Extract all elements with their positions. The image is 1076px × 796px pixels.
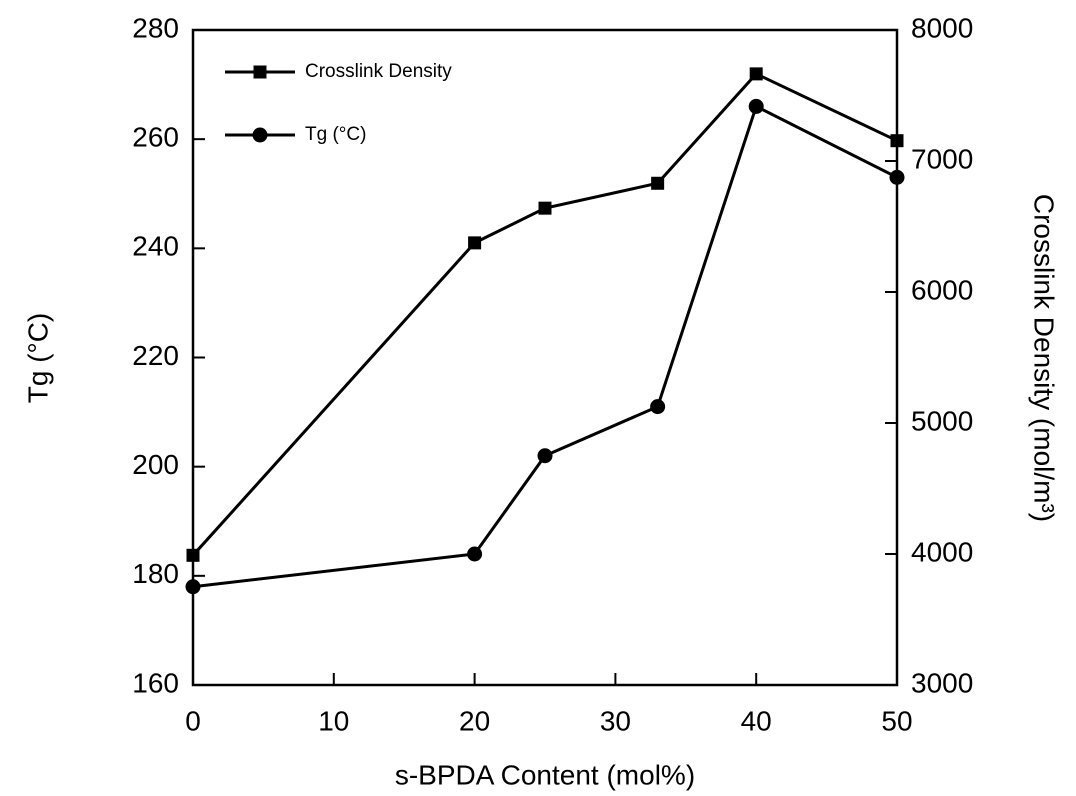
y2-tick-label: 8000 — [911, 12, 973, 43]
legend-marker — [252, 127, 268, 143]
legend-marker — [253, 65, 267, 79]
y-tick-label: 220 — [132, 340, 179, 371]
y2-tick-label: 6000 — [911, 274, 973, 305]
data-point — [537, 448, 553, 464]
data-point — [748, 98, 764, 114]
data-point — [186, 548, 200, 562]
x-tick-label: 0 — [185, 705, 201, 736]
y-tick-label: 280 — [132, 12, 179, 43]
series-line — [191, 72, 898, 557]
y-axis-title: Tg (°C) — [22, 313, 53, 404]
data-point — [890, 134, 904, 148]
data-point — [650, 399, 666, 415]
series-line — [192, 104, 898, 589]
y-tick-label: 180 — [132, 558, 179, 589]
y2-axis-title: Crosslink Density (mol/m³) — [1029, 194, 1060, 522]
y2-tick-label: 3000 — [911, 667, 973, 698]
x-tick-label: 40 — [741, 705, 772, 736]
data-point — [749, 67, 763, 81]
x-axis-title: s-BPDA Content (mol%) — [395, 759, 695, 790]
legend-label: Crosslink Density — [305, 61, 452, 82]
x-tick-label: 20 — [459, 705, 490, 736]
y-tick-label: 240 — [132, 231, 179, 262]
y2-tick-label: 5000 — [911, 405, 973, 436]
x-tick-label: 30 — [600, 705, 631, 736]
data-point — [468, 236, 482, 250]
data-point — [889, 169, 905, 185]
y2-tick-label: 7000 — [911, 143, 973, 174]
y-tick-label: 200 — [132, 449, 179, 480]
y-tick-label: 260 — [132, 122, 179, 153]
data-point — [185, 579, 201, 595]
plot-frame — [191, 28, 899, 687]
legend-label: Tg (°C) — [305, 124, 366, 145]
x-tick-label: 10 — [318, 705, 349, 736]
data-point — [467, 546, 483, 562]
x-tick-label: 50 — [881, 705, 912, 736]
y-tick-label: 160 — [132, 667, 179, 698]
data-point — [538, 201, 552, 215]
y2-tick-label: 4000 — [911, 536, 973, 567]
data-point — [651, 176, 665, 190]
